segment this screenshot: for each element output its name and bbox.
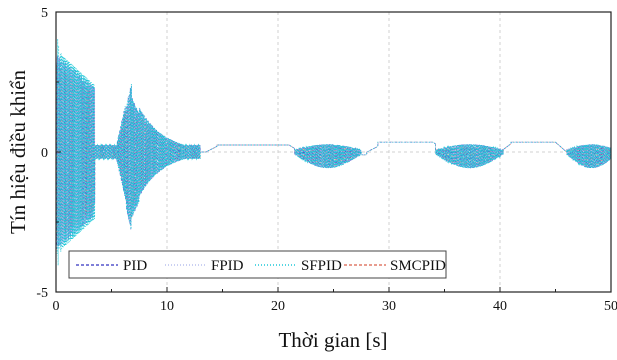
x-axis-title: Thời gian [s] <box>278 328 387 352</box>
ticks: 0 10 20 30 40 50 -5 0 5 <box>36 6 617 314</box>
series-line-sfpid <box>56 38 611 266</box>
legend: PID FPID SFPID SMCPID <box>68 250 447 279</box>
y-tick-label: 5 <box>41 6 48 21</box>
legend-label-fpid: FPID <box>211 258 244 274</box>
legend-box <box>68 250 447 279</box>
x-tick-label: 10 <box>160 299 174 314</box>
x-tick-label: 0 <box>53 299 60 314</box>
y-tick-label: -5 <box>36 286 48 301</box>
x-tick-label: 20 <box>271 299 285 314</box>
x-tick-label: 40 <box>493 299 507 314</box>
y-axis-title: Tín hiệu điều khiển <box>6 70 30 234</box>
x-tick-label: 50 <box>604 299 617 314</box>
legend-label-smcpid: SMCPID <box>390 258 446 274</box>
legend-label-sfpid: SFPID <box>301 258 342 274</box>
y-tick-label: 0 <box>41 146 48 161</box>
series-layer <box>56 38 611 266</box>
legend-label-pid: PID <box>123 258 147 274</box>
x-tick-label: 30 <box>382 299 396 314</box>
